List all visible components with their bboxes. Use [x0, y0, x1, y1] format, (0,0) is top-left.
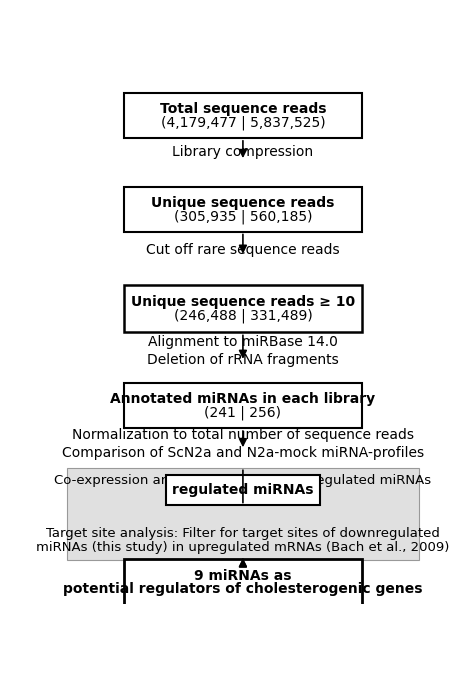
Text: (241 | 256): (241 | 256): [204, 405, 282, 420]
Text: regulated miRNAs: regulated miRNAs: [172, 483, 314, 497]
FancyBboxPatch shape: [124, 559, 362, 606]
FancyBboxPatch shape: [124, 187, 362, 232]
Text: (246,488 | 331,489): (246,488 | 331,489): [173, 308, 312, 323]
Text: Annotated miRNAs in each library: Annotated miRNAs in each library: [110, 392, 375, 406]
Text: miRNAs (this study) in upregulated mRNAs (Bach et al., 2009): miRNAs (this study) in upregulated mRNAs…: [36, 541, 450, 554]
FancyBboxPatch shape: [124, 285, 362, 333]
Text: Normalization to total number of sequence reads
Comparison of ScN2a and N2a-mock: Normalization to total number of sequenc…: [62, 428, 424, 460]
FancyBboxPatch shape: [66, 469, 419, 560]
FancyBboxPatch shape: [124, 93, 362, 138]
Text: (4,179,477 | 5,837,525): (4,179,477 | 5,837,525): [161, 115, 325, 130]
Text: Library compression: Library compression: [173, 145, 313, 159]
Text: Unique sequence reads: Unique sequence reads: [151, 196, 335, 210]
Text: Total sequence reads: Total sequence reads: [160, 102, 326, 115]
Text: (305,935 | 560,185): (305,935 | 560,185): [173, 209, 312, 223]
FancyBboxPatch shape: [166, 475, 320, 505]
Text: Alignment to miRBase 14.0
Deletion of rRNA fragments: Alignment to miRBase 14.0 Deletion of rR…: [147, 335, 339, 367]
Text: Unique sequence reads ≥ 10: Unique sequence reads ≥ 10: [131, 295, 355, 309]
Text: potential regulators of cholesterogenic genes: potential regulators of cholesterogenic …: [63, 582, 423, 596]
Text: Co-expression analysis: Filter for downregulated miRNAs: Co-expression analysis: Filter for downr…: [55, 474, 431, 487]
Text: 9 miRNAs as: 9 miRNAs as: [194, 568, 292, 583]
Text: Cut off rare sequence reads: Cut off rare sequence reads: [146, 243, 340, 257]
Text: Target site analysis: Filter for target sites of downregulated: Target site analysis: Filter for target …: [46, 527, 440, 540]
FancyBboxPatch shape: [124, 384, 362, 428]
